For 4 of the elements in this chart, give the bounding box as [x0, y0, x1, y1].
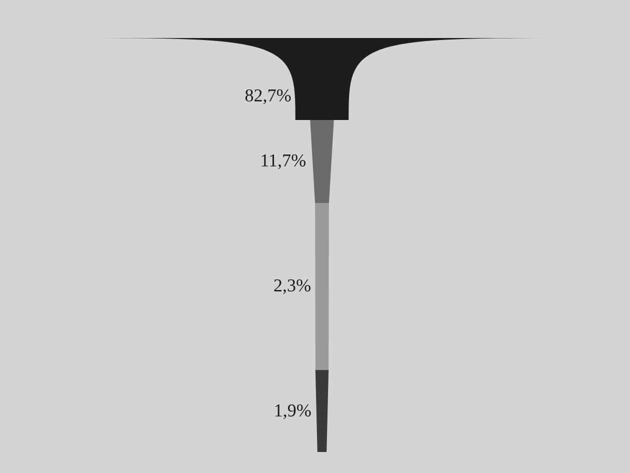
data-label: 11,7%	[262, 154, 306, 170]
data-label: 2,3%	[274, 279, 310, 294]
data-label: 82,7%	[245, 89, 291, 104]
data-label: 1,9%	[275, 404, 311, 420]
